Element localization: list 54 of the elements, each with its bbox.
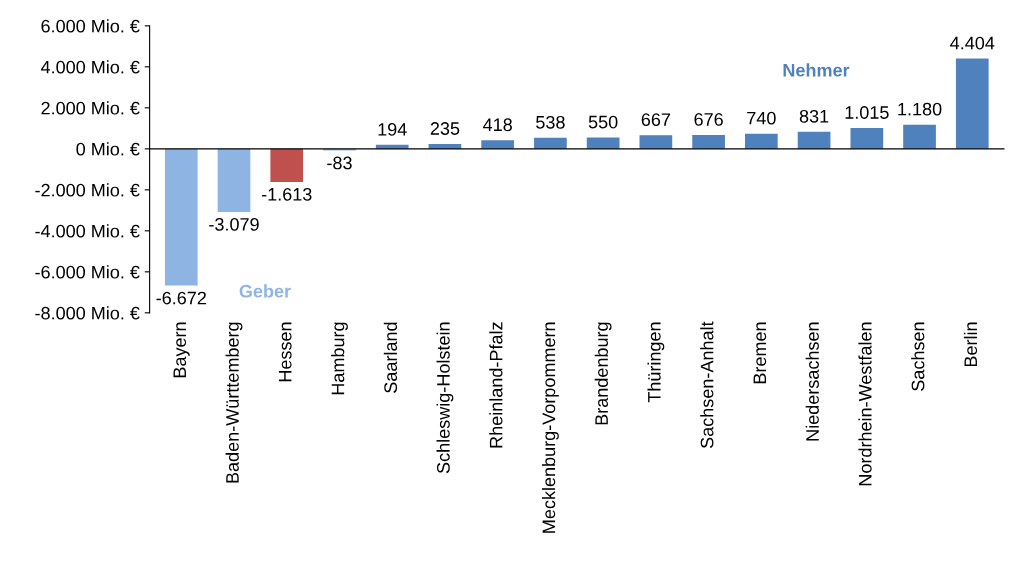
x-tick-label: Brandenburg	[594, 322, 612, 425]
x-tick-label: Saarland	[383, 322, 398, 393]
x-tick-label: Sachsen-Anhalt	[700, 321, 714, 449]
bar	[639, 135, 673, 149]
y-tick-label: -2.000 Mio. €	[35, 183, 140, 197]
bar	[481, 140, 515, 149]
x-tick-label: Baden-Württemberg	[225, 322, 243, 483]
data-label: 235	[430, 122, 460, 135]
bar	[217, 148, 251, 212]
data-label: 538	[536, 115, 565, 129]
x-tick-label: Thüringen	[647, 322, 665, 403]
bar	[850, 128, 884, 149]
annotation: Nehmer	[783, 63, 850, 77]
x-tick-label: Hamburg	[331, 322, 348, 395]
y-tick-label: 6.000 Mio. €	[41, 19, 140, 33]
y-tick-label: 2.000 Mio. €	[41, 101, 140, 115]
data-label: -83	[327, 156, 352, 170]
x-tick-label: Nordrhein-Westfalen	[858, 322, 872, 486]
data-label: -6.672	[156, 291, 206, 305]
bar	[955, 58, 989, 149]
data-label: 831	[799, 109, 829, 123]
bar	[745, 133, 778, 149]
bar	[270, 148, 304, 182]
data-label: 676	[694, 113, 723, 126]
data-label: 667	[641, 113, 671, 127]
data-label: 1.015	[845, 106, 889, 119]
x-tick-label: Mecklenburg-Vorpommern	[541, 322, 559, 533]
annotation: Geber	[239, 284, 291, 298]
data-label: 550	[588, 115, 618, 129]
bar	[903, 124, 936, 149]
data-label: -1.613	[261, 187, 312, 201]
data-label: 1.180	[898, 102, 942, 116]
x-tick-label: Rheinland-Pfalz	[489, 322, 503, 448]
x-tick-label: Bremen	[753, 322, 767, 384]
x-tick-label: Bayern	[173, 322, 190, 378]
y-tick-label: -6.000 Mio. €	[35, 265, 140, 279]
x-tick-label: Hessen	[278, 322, 292, 382]
data-label: 4.404	[950, 36, 995, 50]
bar	[797, 131, 831, 149]
y-tick-label: 0 Mio. €	[76, 142, 140, 156]
x-tick-label: Schleswig-Holstein	[436, 322, 454, 474]
bar	[164, 148, 198, 286]
bar	[692, 134, 725, 149]
x-tick-label: Niedersachsen	[805, 322, 819, 441]
bar	[534, 137, 567, 149]
data-label: -3.079	[209, 217, 259, 231]
x-tick-label: Sachsen	[911, 322, 925, 391]
y-tick-label: -4.000 Mio. €	[35, 224, 140, 238]
y-tick-label: 4.000 Mio. €	[40, 60, 140, 74]
y-tick-label: -8.000 Mio. €	[35, 306, 140, 320]
x-tick-label: Berlin	[963, 322, 978, 367]
data-label: 194	[378, 122, 407, 136]
data-label: 418	[483, 118, 512, 132]
data-label: 740	[747, 111, 776, 125]
